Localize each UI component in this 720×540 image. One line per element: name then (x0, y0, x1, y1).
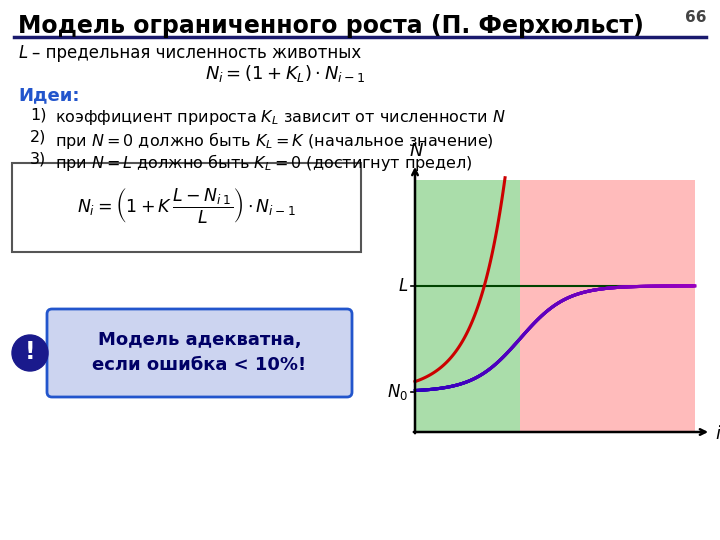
Text: 2): 2) (30, 130, 46, 145)
Text: $N$: $N$ (408, 142, 423, 160)
Text: 1): 1) (30, 108, 47, 123)
Bar (415, 180, 520, 432)
FancyBboxPatch shape (12, 163, 361, 252)
Text: $N_i = \left(1 + K\,\dfrac{L - N_{i\;1}}{L}\right) \cdot N_{i-1}$: $N_i = \left(1 + K\,\dfrac{L - N_{i\;1}}… (77, 186, 296, 225)
Text: 66: 66 (685, 10, 706, 25)
Text: $L$: $L$ (18, 44, 28, 62)
Text: – предельная численность животных: – предельная численность животных (32, 44, 361, 62)
Text: $i$: $i$ (715, 425, 720, 443)
FancyBboxPatch shape (47, 309, 352, 397)
Text: $N_0$: $N_0$ (387, 382, 408, 402)
Text: 3): 3) (30, 152, 46, 167)
Text: $N_i = (1 + K_L) \cdot N_{i-1}$: $N_i = (1 + K_L) \cdot N_{i-1}$ (204, 63, 365, 84)
Text: $L$: $L$ (397, 277, 408, 295)
Bar (520, 180, 695, 432)
Text: !: ! (24, 340, 35, 364)
Circle shape (12, 335, 48, 371)
Text: коэффициент прироста $K_L$ зависит от численности $N$: коэффициент прироста $K_L$ зависит от чи… (55, 108, 505, 127)
Text: Идеи:: Идеи: (18, 86, 79, 104)
Text: Модель ограниченного роста (П. Ферхюльст): Модель ограниченного роста (П. Ферхюльст… (18, 14, 644, 38)
Text: при $N{=}0$ должно быть $K_L{=}K$ (начальное значение): при $N{=}0$ должно быть $K_L{=}K$ (начал… (55, 130, 494, 151)
Text: Модель адекватна,
если ошибка < 10%!: Модель адекватна, если ошибка < 10%! (92, 332, 307, 375)
Text: при $N{=}L$ должно быть $K_L{=}0$ (достигнут предел): при $N{=}L$ должно быть $K_L{=}0$ (дости… (55, 152, 473, 173)
